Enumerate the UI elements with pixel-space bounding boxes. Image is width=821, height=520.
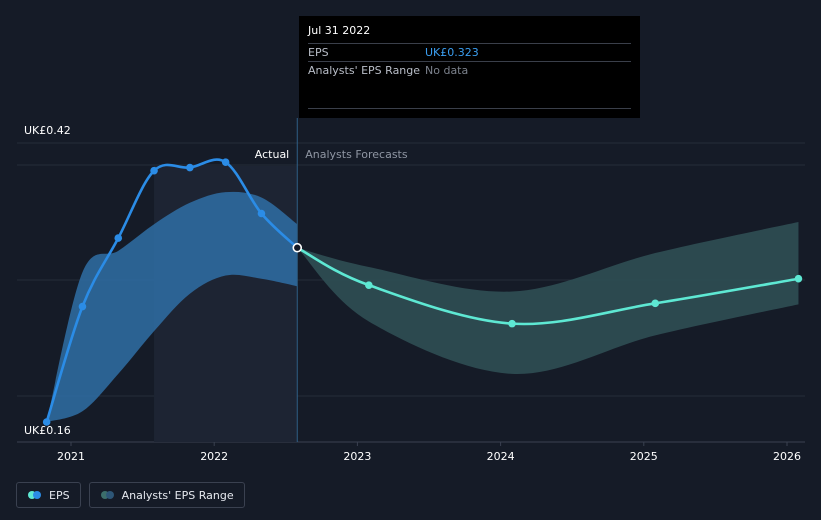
legend-range[interactable]: Analysts' EPS Range xyxy=(88,482,245,508)
x-tick-label: 2025 xyxy=(630,450,658,463)
forecast-label: Analysts Forecasts xyxy=(305,148,408,161)
eps-point-actual-1 xyxy=(78,302,87,311)
legend-eps[interactable]: EPS xyxy=(16,482,81,508)
eps-points xyxy=(42,158,803,426)
y-axis-top-label: UK£0.42 xyxy=(24,124,71,137)
x-axis-ticks: 2021 2022 2023 2024 2025 2026 xyxy=(57,442,801,463)
range-bands xyxy=(46,191,799,422)
eps-point-actual-4 xyxy=(186,163,194,172)
x-tick-label: 2021 xyxy=(57,450,85,463)
range-band-forecast xyxy=(297,222,799,375)
chart-legend: EPS Analysts' EPS Range xyxy=(16,482,245,508)
x-tick-label: 2023 xyxy=(343,450,371,463)
legend-range-label: Analysts' EPS Range xyxy=(121,488,234,502)
eps-point-actual-0 xyxy=(42,418,51,426)
range-swatch-icon xyxy=(100,491,115,499)
eps-point-forecast-2 xyxy=(508,319,516,328)
eps-point-forecast-3 xyxy=(651,299,660,308)
tooltip-range-label: Analysts' EPS Range xyxy=(308,64,421,77)
eps-point-actual-3 xyxy=(150,166,158,175)
range-band-actual xyxy=(46,191,298,422)
eps-swatch-icon xyxy=(28,491,42,499)
eps-line-forecast xyxy=(296,246,799,326)
tooltip-date: Jul 31 2022 xyxy=(308,24,371,37)
eps-point-forecast-4 xyxy=(794,274,803,283)
tooltip-range-value: No data xyxy=(425,64,469,77)
x-tick-label: 2026 xyxy=(773,450,801,463)
eps-point-actual-6 xyxy=(257,209,266,218)
hover-tooltip: Jul 31 2022 EPS UK£0.323 Analysts' EPS R… xyxy=(299,16,640,118)
actual-label: Actual xyxy=(255,148,289,161)
tooltip-eps-label: EPS xyxy=(308,46,329,59)
tooltip-eps-row: EPS UK£0.323 xyxy=(308,43,631,61)
y-axis-bottom-label: UK£0.16 xyxy=(24,424,71,437)
eps-point-actual-5 xyxy=(221,158,230,166)
eps-point-actual-2 xyxy=(114,234,123,242)
x-tick-label: 2024 xyxy=(487,450,515,463)
eps-point-current xyxy=(292,242,303,253)
tooltip-divider xyxy=(308,108,631,109)
tooltip-eps-value: UK£0.323 xyxy=(425,46,479,59)
eps-point-forecast-1 xyxy=(365,281,373,289)
x-tick-label: 2022 xyxy=(200,450,228,463)
legend-eps-label: EPS xyxy=(49,488,70,502)
tooltip-range-row: Analysts' EPS Range No data xyxy=(308,61,631,79)
